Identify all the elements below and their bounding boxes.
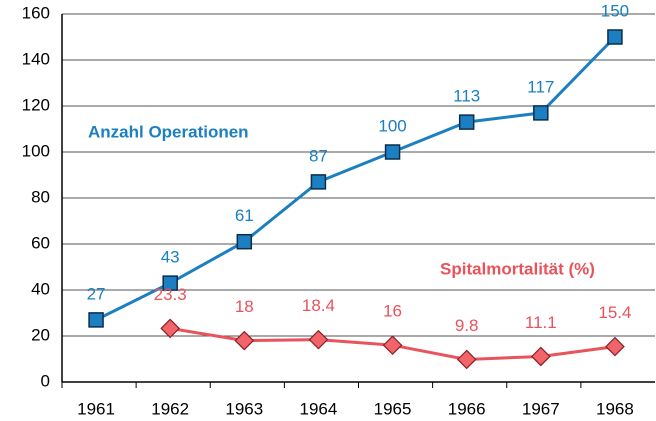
x-tick-label: 1961 xyxy=(77,399,115,418)
marker xyxy=(236,233,253,250)
marker xyxy=(384,144,401,160)
data-label: 18 xyxy=(235,297,254,316)
marker xyxy=(607,29,623,45)
y-tick-label: 140 xyxy=(22,49,50,68)
data-label: 23.3 xyxy=(154,285,187,304)
data-label: 117 xyxy=(527,77,554,96)
x-tick-label: 1968 xyxy=(596,399,634,418)
marker xyxy=(162,275,178,291)
marker xyxy=(308,329,329,350)
marker xyxy=(234,330,255,351)
x-tick-label: 1967 xyxy=(522,399,560,418)
x-tick-label: 1964 xyxy=(300,399,338,418)
marker xyxy=(530,346,551,367)
x-tick-label: 1963 xyxy=(225,399,263,418)
series-label: Spitalmortalität (%) xyxy=(440,259,595,278)
y-tick-label: 100 xyxy=(22,141,50,160)
data-label: 18.4 xyxy=(302,296,335,315)
marker xyxy=(533,105,549,121)
data-label: 9.8 xyxy=(455,316,479,335)
data-label: 150 xyxy=(601,1,629,20)
x-tick-label: 1965 xyxy=(374,399,412,418)
y-tick-label: 20 xyxy=(31,325,50,344)
marker xyxy=(382,335,403,356)
data-label: 15.4 xyxy=(598,303,631,322)
marker xyxy=(160,318,181,339)
x-tick-label: 1962 xyxy=(151,399,189,418)
data-label: 43 xyxy=(161,248,180,267)
data-label: 61 xyxy=(235,206,254,225)
y-tick-label: 160 xyxy=(22,3,50,22)
marker xyxy=(605,336,625,357)
data-label: 16 xyxy=(383,302,402,321)
data-label: 113 xyxy=(453,87,480,106)
y-tick-label: 0 xyxy=(41,371,50,390)
x-tick-label: 1966 xyxy=(448,399,486,418)
marker xyxy=(456,349,477,370)
marker xyxy=(88,312,104,328)
data-label: 27 xyxy=(87,284,106,303)
y-tick-label: 80 xyxy=(31,187,50,206)
marker xyxy=(458,114,475,130)
marker xyxy=(310,174,327,190)
y-tick-label: 60 xyxy=(31,233,50,252)
y-tick-label: 40 xyxy=(31,279,50,298)
data-label: 11.1 xyxy=(525,313,557,332)
series-line xyxy=(95,35,617,322)
data-label: 87 xyxy=(309,146,328,165)
series-label: Anzahl Operationen xyxy=(88,122,249,141)
y-tick-label: 120 xyxy=(22,95,50,114)
data-label: 100 xyxy=(378,116,406,135)
